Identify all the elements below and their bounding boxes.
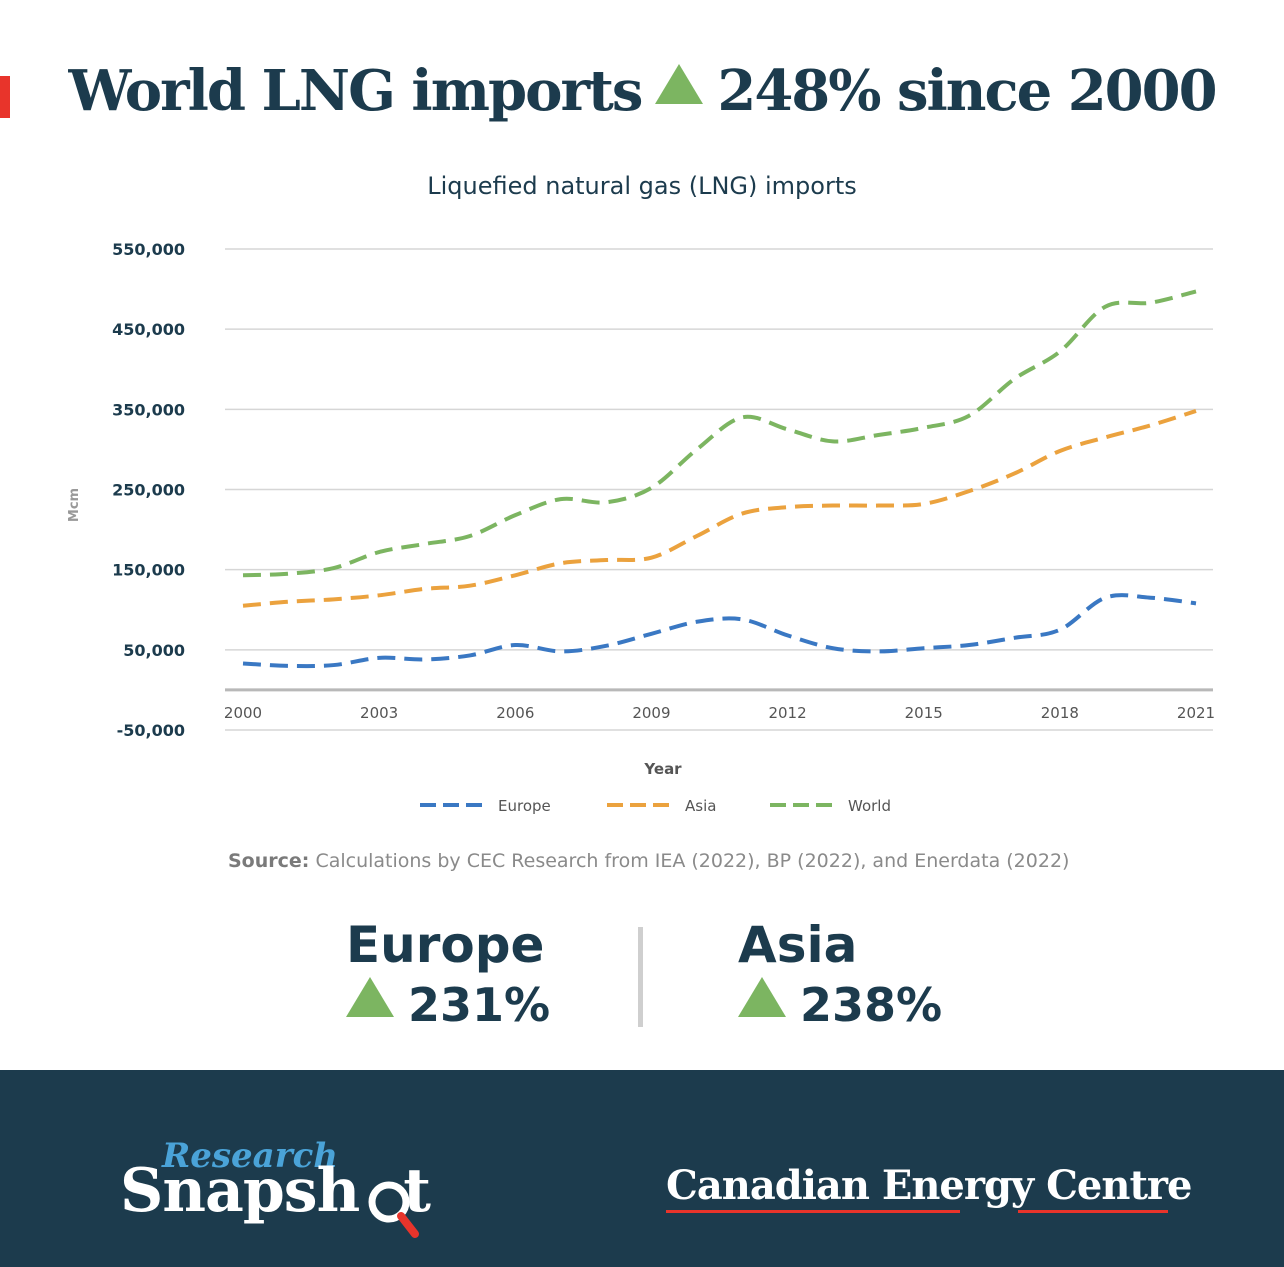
up-triangle-icon <box>346 977 394 1017</box>
source-note: Source: Calculations by CEC Research fro… <box>228 850 1069 872</box>
x-tick-label: 2000 <box>224 704 262 722</box>
legend-item-europe: Europe <box>420 797 551 815</box>
y-tick-label: 150,000 <box>112 561 185 580</box>
x-tick-label: 2012 <box>768 704 806 722</box>
y-tick-label: 50,000 <box>123 641 185 660</box>
legend-item-asia: Asia <box>607 797 716 815</box>
x-tick-label: 2015 <box>905 704 943 722</box>
brand-logo: Canadian Energy Centre <box>666 1162 1192 1209</box>
y-tick-label: -50,000 <box>117 721 185 740</box>
legend-label: Europe <box>498 797 551 815</box>
stat-value: 231% <box>346 977 550 1032</box>
research-logo-text: Research <box>162 1136 339 1176</box>
source-label: Source: <box>228 850 310 872</box>
legend-label: World <box>848 797 891 815</box>
legend: Europe Asia World <box>420 797 891 815</box>
line-chart: 550,000 450,000 350,000 250,000 150,000 50,00… <box>67 240 1215 815</box>
stat-value: 238% <box>738 977 942 1032</box>
series-line-world <box>242 289 1197 578</box>
snapshot-logo-text: Snapsh t <box>120 1156 431 1226</box>
y-tick-label: 550,000 <box>112 240 185 259</box>
stat-europe: Europe 231% <box>346 918 550 1032</box>
stat-percent: 231% <box>408 978 551 1032</box>
series-line-asia <box>242 409 1197 608</box>
brand-underline <box>1018 1210 1168 1213</box>
title-main: World LNG imports <box>68 58 643 124</box>
legend-item-world: World <box>770 797 891 815</box>
y-tick-labels: 550,000 450,000 350,000 250,000 150,000 50,00… <box>112 240 185 740</box>
stat-percent: 238% <box>800 978 943 1032</box>
stat-asia: Asia 238% <box>738 918 942 1032</box>
stat-region: Asia <box>738 916 858 974</box>
snapshot-text: Snapsh <box>120 1156 360 1226</box>
source-text: Calculations by CEC Research from IEA (2… <box>315 850 1070 872</box>
chart-title: Liquefied natural gas (LNG) imports <box>427 172 857 200</box>
x-axis-title: Year <box>643 760 682 778</box>
x-tick-label: 2009 <box>632 704 670 722</box>
divider <box>638 927 643 1027</box>
accent-bar <box>0 76 10 118</box>
x-tick-label: 2003 <box>360 704 398 722</box>
snapshot-text-end: t <box>403 1156 431 1226</box>
y-tick-label: 250,000 <box>112 481 185 500</box>
y-tick-label: 350,000 <box>112 400 185 419</box>
x-tick-label: 2018 <box>1041 704 1079 722</box>
legend-label: Asia <box>685 797 716 815</box>
y-tick-label: 450,000 <box>112 320 185 339</box>
footer: Research Snapsh t Canadian Energy Centre <box>0 1070 1284 1267</box>
title-change: 248% since 2000 <box>717 58 1217 124</box>
magnifier-icon <box>368 1181 419 1238</box>
x-tick-labels: 2000 2003 2006 2009 2012 2015 2018 2021 <box>224 704 1215 722</box>
x-tick-label: 2006 <box>496 704 534 722</box>
up-triangle-icon <box>738 977 786 1017</box>
x-tick-label: 2021 <box>1177 704 1215 722</box>
y-axis-title: Mcm <box>67 488 82 522</box>
page-title: World LNG imports 248% since 2000 <box>0 58 1284 124</box>
stat-region: Europe <box>346 916 545 974</box>
series-line-europe <box>242 593 1197 669</box>
grid-lines <box>225 248 1213 731</box>
up-triangle-icon <box>655 64 704 104</box>
brand-underline <box>666 1210 960 1213</box>
series-lines <box>242 289 1197 669</box>
